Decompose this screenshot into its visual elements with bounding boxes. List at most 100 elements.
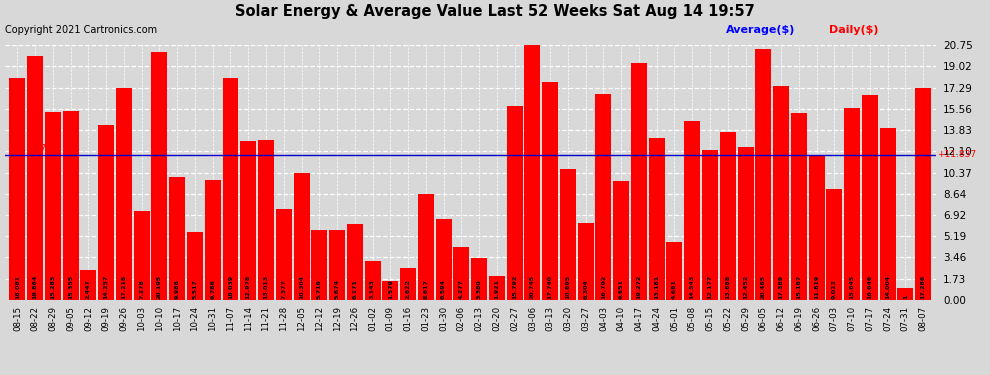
Bar xyxy=(80,270,96,300)
Bar xyxy=(27,56,44,300)
Bar xyxy=(613,182,630,300)
Bar xyxy=(62,111,78,300)
Bar xyxy=(720,132,736,300)
Bar xyxy=(98,125,114,300)
Text: 17.218: 17.218 xyxy=(122,275,127,299)
Text: 3.143: 3.143 xyxy=(370,279,375,299)
Bar xyxy=(702,150,718,300)
Bar xyxy=(311,230,328,300)
Text: 15.645: 15.645 xyxy=(849,275,854,299)
Bar xyxy=(915,88,932,300)
Bar xyxy=(364,261,380,300)
Bar xyxy=(9,78,26,300)
Text: 15.187: 15.187 xyxy=(796,275,801,299)
Text: 18.039: 18.039 xyxy=(228,275,233,299)
Text: 6.304: 6.304 xyxy=(583,279,588,299)
Bar xyxy=(507,106,523,300)
Bar xyxy=(543,82,558,300)
Bar xyxy=(666,243,682,300)
Text: 14.543: 14.543 xyxy=(690,275,695,299)
Bar xyxy=(595,94,612,300)
Text: 15.283: 15.283 xyxy=(50,275,55,299)
Text: 1.921: 1.921 xyxy=(494,279,499,299)
Bar xyxy=(400,268,416,300)
Text: 14.004: 14.004 xyxy=(885,275,890,299)
Bar xyxy=(773,86,789,300)
Text: 20.465: 20.465 xyxy=(760,275,766,299)
Text: 19.272: 19.272 xyxy=(637,275,642,299)
Text: 2.622: 2.622 xyxy=(406,279,411,299)
Text: 3.380: 3.380 xyxy=(476,279,481,299)
Bar xyxy=(684,121,700,300)
Text: 19.864: 19.864 xyxy=(33,275,38,299)
Bar xyxy=(382,280,398,300)
Bar xyxy=(578,222,594,300)
Bar xyxy=(205,180,221,300)
Text: 10.304: 10.304 xyxy=(299,275,304,299)
Bar xyxy=(489,276,505,300)
Bar xyxy=(223,78,239,300)
Text: 7.278: 7.278 xyxy=(140,279,145,299)
Bar xyxy=(45,112,61,300)
Text: 4.277: 4.277 xyxy=(459,279,464,299)
Bar xyxy=(276,209,292,300)
Text: 15.792: 15.792 xyxy=(512,275,517,299)
Text: 13.688: 13.688 xyxy=(726,275,731,299)
Text: 17.286: 17.286 xyxy=(921,275,926,299)
Bar xyxy=(809,155,825,300)
Bar xyxy=(827,189,842,300)
Text: 9.786: 9.786 xyxy=(210,279,215,299)
Text: 4.681: 4.681 xyxy=(672,279,677,299)
Text: 15.355: 15.355 xyxy=(68,275,73,299)
Text: 17.389: 17.389 xyxy=(778,275,783,299)
Text: 12.978: 12.978 xyxy=(246,275,250,299)
Text: 2.447: 2.447 xyxy=(86,279,91,299)
Text: 12.177: 12.177 xyxy=(708,275,713,299)
Text: 11.819: 11.819 xyxy=(814,275,819,299)
Text: 16.646: 16.646 xyxy=(867,275,872,299)
Bar xyxy=(844,108,860,300)
Text: 12.452: 12.452 xyxy=(743,275,748,299)
Text: 5.674: 5.674 xyxy=(335,279,340,299)
Text: 13.013: 13.013 xyxy=(263,275,268,299)
Bar xyxy=(471,258,487,300)
Bar xyxy=(648,138,664,300)
Text: 5.517: 5.517 xyxy=(192,279,197,299)
Bar xyxy=(258,140,274,300)
Text: 1.579: 1.579 xyxy=(388,279,393,299)
Bar xyxy=(755,48,771,300)
Bar xyxy=(241,141,256,300)
Text: 8.617: 8.617 xyxy=(424,279,429,299)
Text: Copyright 2021 Cartronics.com: Copyright 2021 Cartronics.com xyxy=(5,25,157,35)
Bar xyxy=(862,95,878,300)
Bar xyxy=(791,113,807,300)
Text: +11.837: +11.837 xyxy=(7,144,46,153)
Text: 18.081: 18.081 xyxy=(15,275,20,299)
Bar xyxy=(329,230,346,300)
Bar xyxy=(525,45,541,300)
Text: 7.377: 7.377 xyxy=(281,279,286,299)
Text: 9.986: 9.986 xyxy=(174,279,180,299)
Text: 1: 1 xyxy=(903,295,908,299)
Text: 16.792: 16.792 xyxy=(601,275,606,299)
Text: Solar Energy & Average Value Last 52 Weeks Sat Aug 14 19:57: Solar Energy & Average Value Last 52 Wee… xyxy=(236,4,754,19)
Bar xyxy=(560,169,576,300)
Text: 6.171: 6.171 xyxy=(352,279,357,299)
Text: 6.594: 6.594 xyxy=(442,279,446,299)
Text: 14.257: 14.257 xyxy=(104,275,109,299)
Bar xyxy=(418,194,434,300)
Bar xyxy=(187,232,203,300)
Text: Average($): Average($) xyxy=(726,25,796,35)
Bar xyxy=(346,224,362,300)
Text: 17.740: 17.740 xyxy=(547,275,552,299)
Text: 13.181: 13.181 xyxy=(654,275,659,299)
Bar xyxy=(151,52,167,300)
Text: +11.837: +11.837 xyxy=(938,150,976,159)
Text: 9.022: 9.022 xyxy=(832,279,837,299)
Bar xyxy=(134,210,149,300)
Bar xyxy=(294,173,310,300)
Bar xyxy=(116,88,132,300)
Text: 10.695: 10.695 xyxy=(565,275,570,299)
Bar xyxy=(879,128,896,300)
Bar xyxy=(169,177,185,300)
